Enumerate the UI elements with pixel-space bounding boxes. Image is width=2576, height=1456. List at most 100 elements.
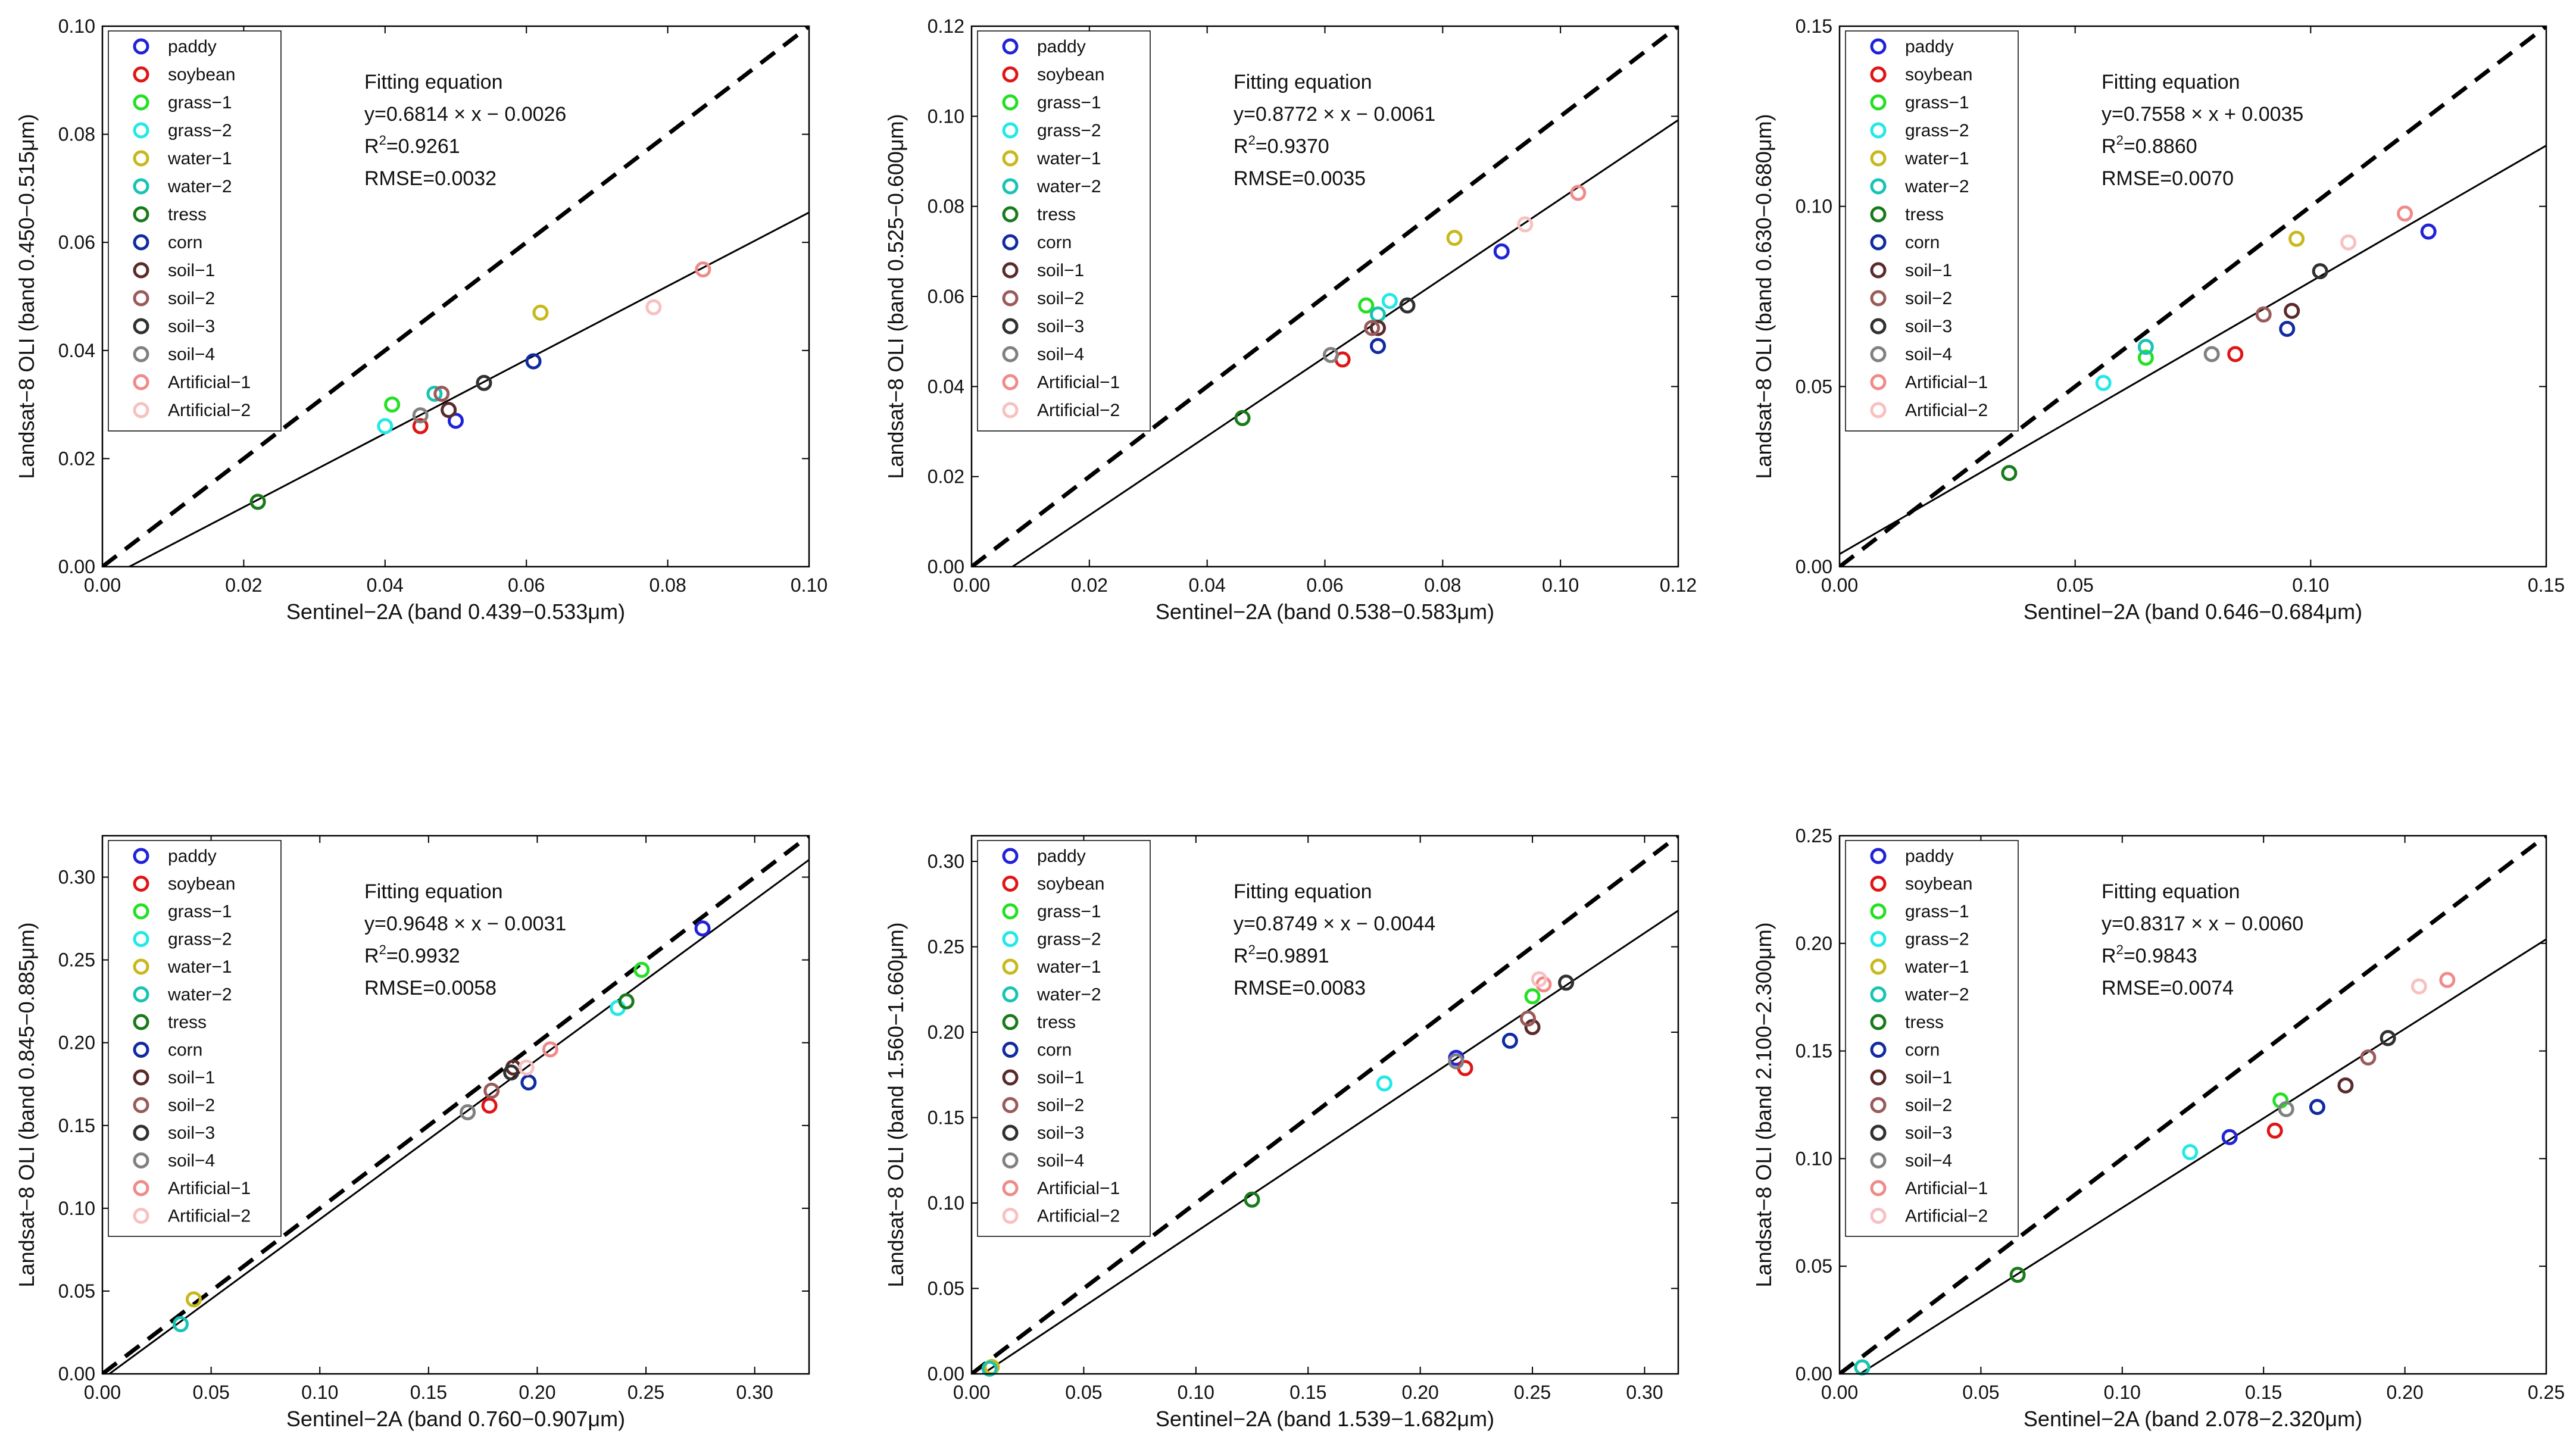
r-squared-exponent: 2 <box>1248 942 1256 957</box>
legend-marker-soil−3 <box>1870 318 1887 335</box>
y-axis-label: Landsat−8 OLI (band 0.450−0.515μm) <box>14 114 39 479</box>
r-squared-value: =0.8860 <box>2124 135 2197 158</box>
fit-annotation-title: Fitting equation <box>1234 71 1372 93</box>
legend-marker-soybean <box>1002 876 1019 892</box>
legend-label-paddy: paddy <box>1905 37 1954 57</box>
legend-marker-soil−2 <box>133 1097 149 1113</box>
x-tick-label: 0.00 <box>1821 1382 1858 1403</box>
point-tress <box>2001 465 2018 482</box>
r-squared-value: =0.9261 <box>386 135 460 158</box>
legend-marker-Artificial−1 <box>1870 374 1887 390</box>
legend-marker-grass−1 <box>1002 903 1019 920</box>
legend-marker-water−2 <box>1870 178 1887 195</box>
legend-box <box>977 840 1151 1237</box>
point-tress <box>1234 410 1251 426</box>
point-soil−4 <box>1448 1053 1465 1070</box>
legend-label-corn: corn <box>1037 233 1072 252</box>
y-tick-label: 0.00 <box>58 556 95 577</box>
legend-label-grass−1: grass−1 <box>1037 902 1101 921</box>
point-water−2 <box>1370 306 1387 323</box>
x-tick-label: 0.00 <box>953 1382 990 1403</box>
point-Artificial−2 <box>1531 971 1547 988</box>
one-to-one-line <box>972 836 1678 1374</box>
chart-panel-5: 0.00 0.05 0.10 0.15 0.20 0.25 0.30 0.00 0.05 0.10… <box>883 835 1679 1431</box>
legend-label-grass−1: grass−1 <box>1905 93 1969 113</box>
legend-label-soybean: soybean <box>1037 874 1104 894</box>
fit-annotation-title: Fitting equation <box>2102 71 2240 93</box>
point-tress <box>1244 1191 1260 1208</box>
legend-label-soil−2: soil−2 <box>1037 289 1084 308</box>
legend-marker-water−2 <box>133 178 149 195</box>
chart-panel-2: 0.00 0.02 0.04 0.06 0.08 0.10 0.12 0.00 0.02 0.04… <box>883 15 1697 624</box>
fit-equation: y=0.9648 × x − 0.0031 <box>364 913 566 935</box>
x-tick-label: 0.20 <box>519 1382 555 1403</box>
x-tick-label: 0.02 <box>225 574 262 596</box>
legend-label-water−2: water−2 <box>167 177 232 196</box>
fit-annotation: Fitting equation y=0.8317 × x − 0.0060 R2=… <box>2102 880 2303 999</box>
legend-label-tress: tress <box>168 205 207 224</box>
x-tick-label: 0.06 <box>1306 574 1343 596</box>
legend-marker-grass−1 <box>1002 94 1019 111</box>
legend-marker-soil−2 <box>133 290 149 307</box>
legend-label-Artificial−2: Artificial−2 <box>168 401 251 420</box>
legend-marker-tress <box>1870 1014 1887 1030</box>
legend-marker-water−1 <box>133 150 149 167</box>
rmse: RMSE=0.0070 <box>2102 167 2234 190</box>
r-squared-symbol: R <box>1234 135 1248 158</box>
point-soil−4 <box>2203 346 2220 363</box>
point-corn <box>1370 338 1387 354</box>
fit-annotation-title: Fitting equation <box>2102 880 2240 903</box>
fit-annotation-title: Fitting equation <box>1234 880 1372 903</box>
x-axis-label: Sentinel−2A (band 2.078−2.320μm) <box>2024 1407 2362 1431</box>
legend-label-soil−3: soil−3 <box>168 317 215 336</box>
r-squared-exponent: 2 <box>2116 942 2124 957</box>
legend-label-soil−3: soil−3 <box>1037 1123 1084 1143</box>
y-tick-label: 0.05 <box>58 1280 95 1302</box>
point-grass−1 <box>633 961 650 978</box>
legend-marker-paddy <box>1002 848 1019 864</box>
legend-label-corn: corn <box>168 1041 202 1060</box>
x-tick-label: 0.10 <box>301 1382 338 1403</box>
legend-label-Artificial−2: Artificial−2 <box>1905 1207 1988 1226</box>
plot-frame <box>101 25 810 568</box>
r-squared-value: =0.9932 <box>386 945 460 967</box>
x-tick-label: 0.15 <box>2528 574 2565 596</box>
point-soil−2 <box>2360 1049 2377 1066</box>
legend-marker-Artificial−1 <box>1870 1180 1887 1196</box>
legend-label-corn: corn <box>1905 233 1940 252</box>
point-tress <box>249 493 266 510</box>
legend-marker-corn <box>1002 1042 1019 1058</box>
legend-label-Artificial−1: Artificial−1 <box>168 1179 251 1198</box>
legend-label-soil−1: soil−1 <box>1037 1068 1084 1088</box>
one-to-one-line <box>102 26 809 567</box>
legend-label-soil−4: soil−4 <box>1905 345 1952 364</box>
r-squared-symbol: R <box>1234 945 1248 967</box>
x-axis-label: Sentinel−2A (band 0.439−0.533μm) <box>286 599 625 624</box>
x-tick-label: 0.30 <box>1626 1382 1663 1403</box>
point-corn <box>520 1074 537 1091</box>
legend-marker-water−1 <box>1870 958 1887 975</box>
one-to-one-line <box>1840 26 2546 567</box>
y-tick-label: 0.10 <box>1796 196 1832 217</box>
legend-marker-soil−4 <box>133 346 149 363</box>
rmse: RMSE=0.0035 <box>1234 167 1366 190</box>
plot-frame <box>1838 25 2547 568</box>
legend-marker-soil−3 <box>133 318 149 335</box>
fit-annotation-title: Fitting equation <box>364 71 503 93</box>
r-squared: R2=0.9932 <box>364 942 460 967</box>
r-squared-symbol: R <box>2102 945 2116 967</box>
point-Artificial−2 <box>1517 216 1534 233</box>
y-tick-label: 0.04 <box>928 376 964 397</box>
legend-label-soil−3: soil−3 <box>1905 317 1952 336</box>
x-axis-label: Sentinel−2A (band 0.538−0.583μm) <box>1156 599 1494 624</box>
point-paddy <box>2420 223 2437 240</box>
legend-label-soil−1: soil−1 <box>168 1068 215 1088</box>
point-grass−1 <box>1524 988 1541 1005</box>
legend-marker-corn <box>1870 1042 1887 1058</box>
legend-label-Artificial−1: Artificial−1 <box>1037 1179 1120 1198</box>
legend-label-grass−2: grass−2 <box>1905 930 1969 949</box>
legend-label-water−2: water−2 <box>1904 985 1969 1005</box>
point-corn <box>525 353 542 370</box>
y-tick-label: 0.05 <box>1796 1255 1832 1277</box>
